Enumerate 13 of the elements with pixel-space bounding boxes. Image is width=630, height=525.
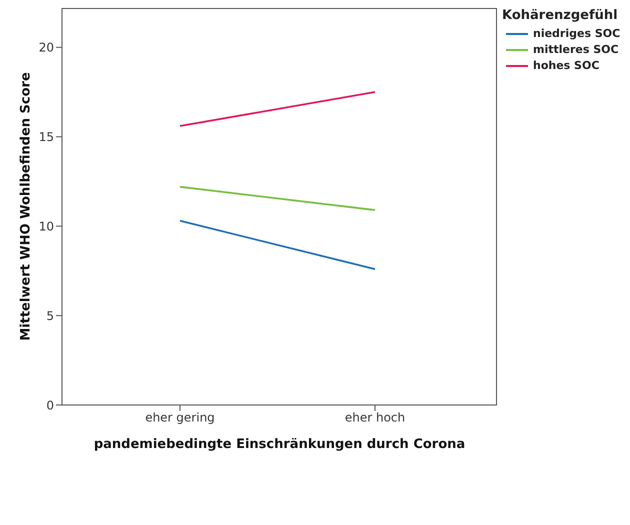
y-tick-label: 15: [38, 130, 54, 144]
y-tick-label: 5: [46, 308, 54, 323]
y-tick-label: 10: [38, 219, 54, 234]
y-tick-label: 0: [46, 398, 54, 412]
legend-title: Kohärenzgefühl: [502, 8, 619, 23]
x-tick-label: eher gering: [145, 410, 215, 425]
x-axis-title: pandemiebedingte Einschränkungen durch Corona: [94, 437, 466, 452]
legend-label: mittleres SOC: [532, 42, 620, 58]
x-tick-label: eher hoch: [344, 410, 406, 425]
y-axis-title: Mittelwert WHO Wohlbefinden Score: [18, 72, 34, 341]
legend-label: niedriges SOC: [532, 26, 622, 42]
legend-label: hohes SOC: [532, 58, 600, 74]
y-tick-label: 20: [38, 40, 54, 55]
